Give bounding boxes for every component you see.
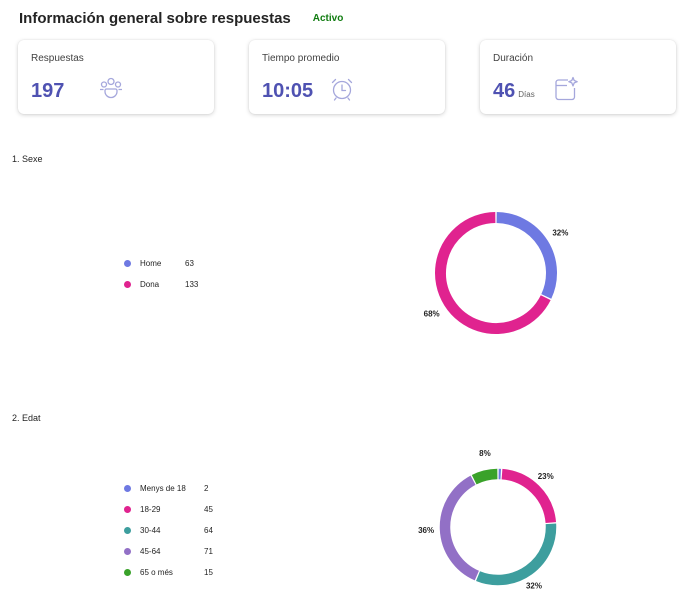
question-1-title: 1. Sexe [12,154,43,164]
donut-slice-dona [435,212,551,334]
legend-count: 71 [204,547,213,556]
legend-dot [124,260,131,267]
donut-slice-65-o-m-s [471,468,498,485]
question-2-title: 2. Edat [12,413,41,423]
donut-percent-label: 68% [424,309,440,318]
legend-label: 30-44 [140,526,161,535]
legend-label: 45-64 [140,547,161,556]
legend-item: Dona 133 [124,279,198,290]
legend-count: 63 [185,259,194,268]
responses-card: Respuestas 197 [18,40,214,114]
alarm-clock-icon [331,78,353,101]
donut-percent-label: 32% [552,229,568,238]
legend-item: 18-29 45 [124,504,213,515]
donut-slice-home [496,212,557,299]
donut-slice-45-64 [439,475,480,581]
donut-percent-label: 23% [538,472,554,481]
legend-dot [124,527,131,534]
legend-label: Home [140,259,162,268]
legend-label: Dona [140,280,160,289]
legend-item: Menys de 18 2 [124,483,213,494]
question-2-legend: Menys de 18 2 18-29 45 30-44 64 45-64 71… [124,483,213,588]
legend-dot [124,548,131,555]
question-2-donut-chart: 23% 32% 36% 8% [418,449,557,591]
duration-unit: Días [518,90,535,99]
legend-item: 65 o més 15 [124,567,213,578]
average-time-value: 10:05 [262,80,314,102]
calendar-sparkle-icon [555,76,578,101]
people-icon [100,77,122,99]
page-header: Información general sobre respuestas Act… [19,8,343,28]
legend-item: 45-64 71 [124,546,213,557]
donut-percent-label: 32% [526,582,542,591]
legend-count: 64 [204,526,213,535]
legend-count: 45 [204,505,213,514]
duration-label: Duración [493,53,534,64]
duration-value: 46 Días [493,80,535,102]
legend-dot [124,281,131,288]
legend-count: 15 [204,568,213,577]
legend-dot [124,485,131,492]
average-time-label: Tiempo promedio [262,53,340,64]
donut-slice-30-44 [476,523,557,586]
responses-label: Respuestas [31,53,84,64]
duration-card: Duración 46 Días [480,40,676,114]
status-badge: Activo [312,12,344,24]
legend-label: Menys de 18 [140,484,186,493]
legend-label: 65 o més [140,568,173,577]
legend-count: 2 [204,484,209,493]
question-1-donut-chart: 32% 68% [424,212,568,334]
donut-slice-18-29 [501,468,557,524]
page-title: Información general sobre respuestas [19,9,291,27]
donut-percent-label: 36% [418,526,434,535]
legend-item: 30-44 64 [124,525,213,536]
responses-value: 197 [31,80,65,102]
legend-dot [124,569,131,576]
donut-percent-label: 8% [479,449,491,458]
legend-item: Home 63 [124,258,198,269]
question-1-legend: Home 63 Dona 133 [124,258,198,300]
average-time-card: Tiempo promedio 10:05 [249,40,445,114]
legend-count: 133 [185,280,199,289]
legend-label: 18-29 [140,505,161,514]
legend-dot [124,506,131,513]
